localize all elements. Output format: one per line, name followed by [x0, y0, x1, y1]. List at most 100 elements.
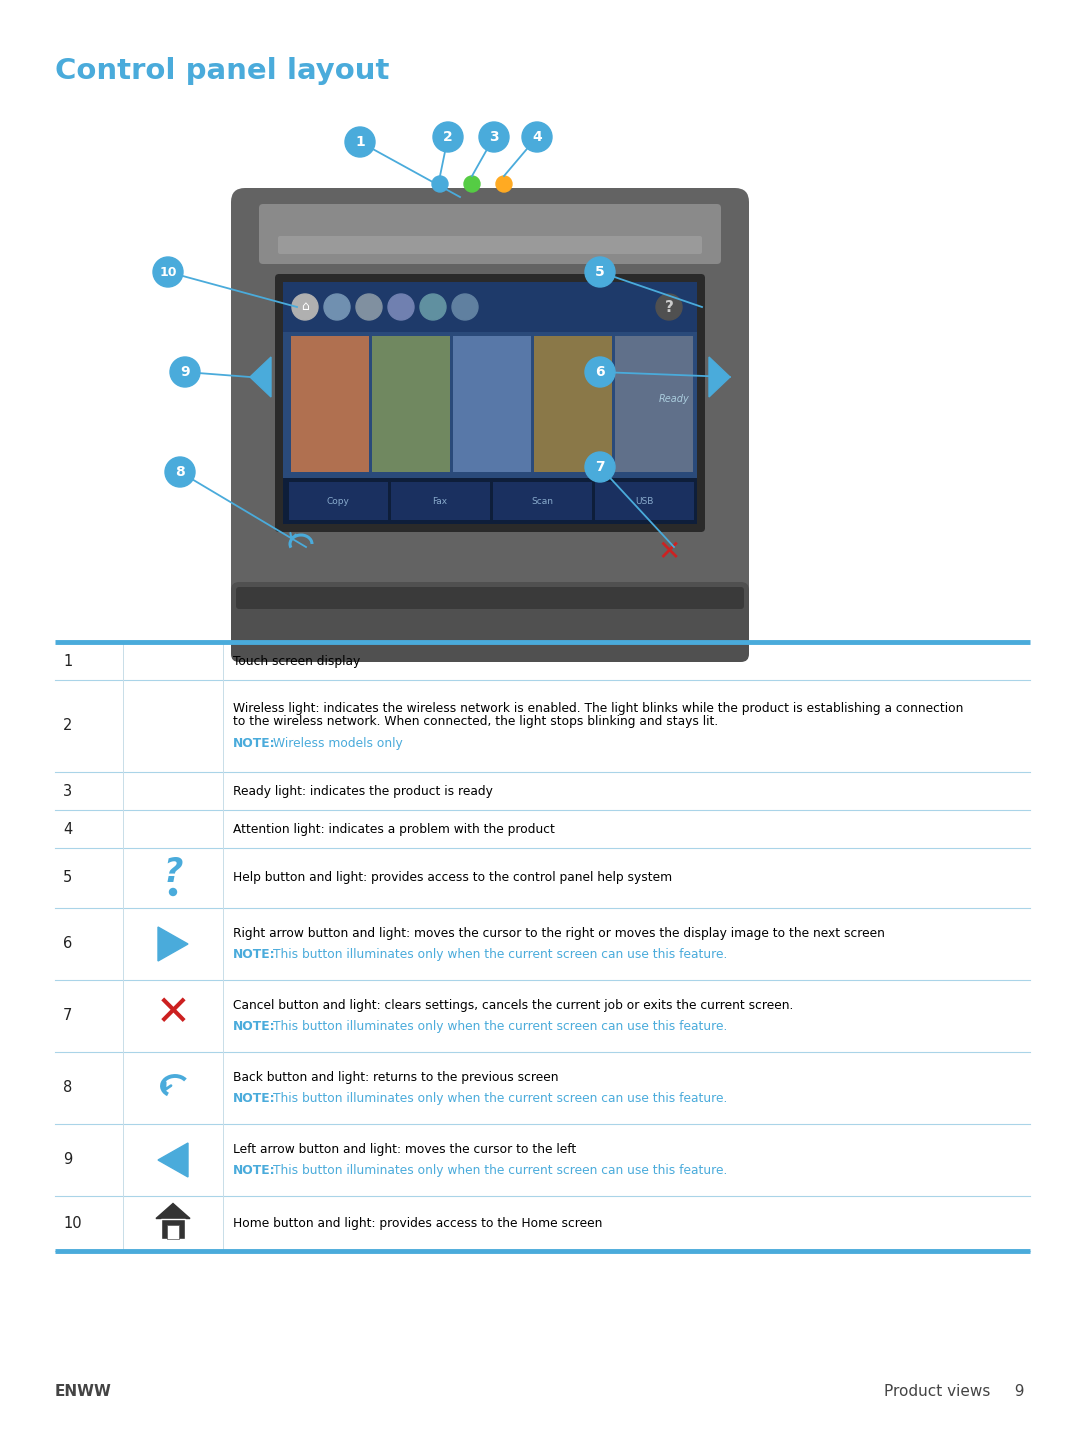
Text: NOTE:: NOTE: — [233, 1020, 275, 1033]
Circle shape — [292, 295, 318, 320]
Bar — [289, 481, 388, 520]
Text: 10: 10 — [159, 266, 177, 279]
FancyBboxPatch shape — [259, 204, 721, 264]
Text: 3: 3 — [63, 783, 72, 799]
Text: ✕: ✕ — [156, 992, 190, 1035]
FancyBboxPatch shape — [231, 188, 750, 606]
Text: Help button and light: provides access to the control panel help system: Help button and light: provides access t… — [233, 871, 672, 885]
Circle shape — [585, 453, 615, 481]
FancyBboxPatch shape — [231, 582, 750, 662]
Polygon shape — [708, 356, 730, 397]
Circle shape — [170, 888, 176, 895]
FancyBboxPatch shape — [237, 586, 744, 609]
Text: 2: 2 — [443, 129, 453, 144]
Bar — [283, 282, 697, 332]
Text: Right arrow button and light: moves the cursor to the right or moves the display: Right arrow button and light: moves the … — [233, 927, 885, 940]
Text: 1: 1 — [63, 654, 72, 668]
Circle shape — [585, 356, 615, 387]
Bar — [492, 481, 592, 520]
Circle shape — [496, 175, 512, 193]
Text: Wireless models only: Wireless models only — [273, 737, 403, 750]
Polygon shape — [158, 927, 188, 961]
Text: ?: ? — [664, 299, 674, 315]
Text: ⌂: ⌂ — [301, 300, 309, 313]
Text: 9: 9 — [63, 1152, 72, 1167]
Circle shape — [153, 257, 183, 287]
Bar — [283, 479, 697, 525]
Text: 4: 4 — [532, 129, 542, 144]
Text: 9: 9 — [180, 365, 190, 379]
Bar — [391, 481, 490, 520]
Text: to the wireless network. When connected, the light stops blinking and stays lit.: to the wireless network. When connected,… — [233, 716, 718, 729]
Circle shape — [522, 122, 552, 152]
Text: Ready light: indicates the product is ready: Ready light: indicates the product is re… — [233, 785, 492, 798]
Text: This button illuminates only when the current screen can use this feature.: This button illuminates only when the cu… — [273, 1092, 727, 1105]
Bar — [595, 481, 694, 520]
Polygon shape — [249, 356, 271, 397]
Text: ?: ? — [163, 855, 183, 888]
Text: ENWW: ENWW — [55, 1384, 112, 1400]
Text: Ready: Ready — [658, 394, 689, 404]
Text: Fax: Fax — [432, 497, 447, 506]
Circle shape — [453, 295, 478, 320]
Text: This button illuminates only when the current screen can use this feature.: This button illuminates only when the cu… — [273, 1164, 727, 1177]
Text: NOTE:: NOTE: — [233, 1092, 275, 1105]
Bar — [283, 282, 697, 525]
Text: 8: 8 — [175, 466, 185, 479]
Text: Wireless light: indicates the wireless network is enabled. The light blinks whil: Wireless light: indicates the wireless n… — [233, 701, 963, 714]
Circle shape — [356, 295, 382, 320]
Text: 10: 10 — [63, 1216, 82, 1232]
Text: Copy: Copy — [326, 497, 350, 506]
Text: 3: 3 — [489, 129, 499, 144]
Text: Product views     9: Product views 9 — [885, 1384, 1025, 1400]
Polygon shape — [158, 1142, 188, 1177]
Text: Attention light: indicates a problem with the product: Attention light: indicates a problem wit… — [233, 822, 555, 835]
Circle shape — [656, 295, 681, 320]
Text: 5: 5 — [595, 264, 605, 279]
Circle shape — [432, 175, 448, 193]
FancyBboxPatch shape — [275, 274, 705, 532]
Text: 1: 1 — [355, 135, 365, 149]
Polygon shape — [156, 1204, 190, 1219]
Text: Cancel button and light: clears settings, cancels the current job or exits the c: Cancel button and light: clears settings… — [233, 999, 794, 1012]
Circle shape — [345, 126, 375, 157]
Text: This button illuminates only when the current screen can use this feature.: This button illuminates only when the cu… — [273, 948, 727, 961]
Text: 6: 6 — [595, 365, 605, 379]
Circle shape — [464, 175, 480, 193]
Bar — [167, 1224, 179, 1239]
Circle shape — [585, 257, 615, 287]
Text: Scan: Scan — [531, 497, 553, 506]
Text: Touch screen display: Touch screen display — [233, 654, 361, 668]
Text: 6: 6 — [63, 937, 72, 951]
Text: USB: USB — [635, 497, 653, 506]
Bar — [534, 336, 612, 471]
Text: NOTE:: NOTE: — [233, 1164, 275, 1177]
Text: 4: 4 — [63, 822, 72, 836]
Bar — [372, 336, 450, 471]
Circle shape — [324, 295, 350, 320]
Text: ✕: ✕ — [658, 537, 680, 566]
Bar — [291, 336, 369, 471]
Circle shape — [165, 457, 195, 487]
Text: Home button and light: provides access to the Home screen: Home button and light: provides access t… — [233, 1217, 603, 1230]
Text: Control panel layout: Control panel layout — [55, 57, 390, 85]
Text: 8: 8 — [63, 1081, 72, 1095]
Circle shape — [388, 295, 414, 320]
Circle shape — [170, 356, 200, 387]
Text: 7: 7 — [595, 460, 605, 474]
Circle shape — [480, 122, 509, 152]
Text: NOTE:: NOTE: — [233, 737, 275, 750]
Text: Left arrow button and light: moves the cursor to the left: Left arrow button and light: moves the c… — [233, 1142, 577, 1155]
Circle shape — [420, 295, 446, 320]
FancyBboxPatch shape — [278, 236, 702, 254]
Bar — [453, 336, 531, 471]
Text: 7: 7 — [63, 1009, 72, 1023]
Text: This button illuminates only when the current screen can use this feature.: This button illuminates only when the cu… — [273, 1020, 727, 1033]
Text: 2: 2 — [63, 718, 72, 733]
Text: NOTE:: NOTE: — [233, 948, 275, 961]
Circle shape — [433, 122, 463, 152]
Text: 5: 5 — [63, 871, 72, 885]
Polygon shape — [161, 1219, 185, 1239]
Text: Back button and light: returns to the previous screen: Back button and light: returns to the pr… — [233, 1071, 558, 1083]
Bar — [615, 336, 693, 471]
